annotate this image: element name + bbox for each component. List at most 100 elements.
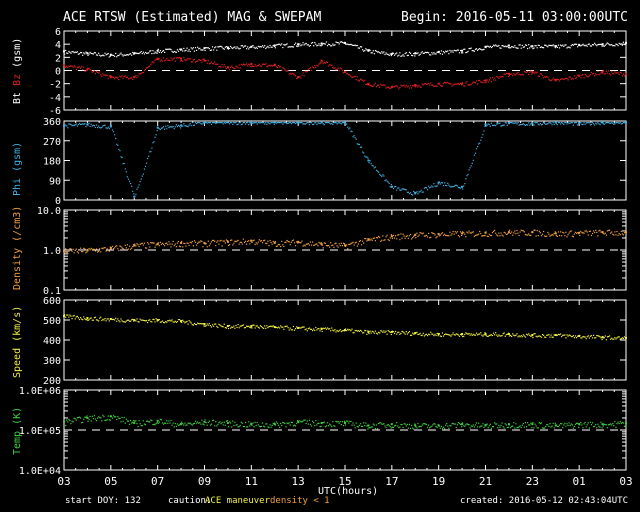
data-sample-temp [362, 425, 364, 428]
data-sample-density [337, 246, 339, 248]
data-sample-bt [137, 52, 139, 55]
data-sample-density [65, 248, 67, 250]
data-sample-temp [217, 423, 219, 426]
y-tick-label: 360 [43, 117, 61, 128]
data-sample-temp [82, 421, 84, 424]
data-sample-phi [79, 123, 82, 126]
data-sample-phi [451, 185, 453, 188]
data-sample-temp [422, 423, 424, 425]
data-sample-speed [172, 321, 174, 323]
data-sample-speed [230, 327, 232, 329]
data-sample-bt [385, 52, 387, 54]
data-sample-bt [247, 46, 249, 48]
data-sample-temp [110, 415, 113, 418]
data-sample-temp [356, 425, 358, 428]
data-sample-density [209, 243, 212, 245]
data-point-bt [625, 41, 627, 44]
y-tick-label: -6 [49, 106, 61, 117]
data-sample-density [433, 232, 435, 235]
data-sample-phi [475, 148, 478, 150]
data-sample-temp [518, 426, 520, 428]
data-sample-phi [243, 122, 246, 124]
data-sample-density [442, 234, 445, 236]
data-sample-bz [619, 71, 621, 73]
data-sample-density [514, 230, 516, 232]
data-sample-bz [290, 73, 292, 75]
data-sample-phi [584, 123, 586, 125]
data-sample-temp [293, 424, 296, 426]
data-sample-bt [206, 47, 208, 49]
data-sample-speed [506, 333, 508, 335]
data-sample-temp [124, 422, 126, 424]
data-sample-bt [548, 44, 550, 46]
data-sample-bz [422, 84, 424, 86]
data-sample-temp [108, 419, 110, 421]
data-sample-bt [167, 48, 169, 50]
data-sample-phi [194, 122, 197, 124]
data-sample-speed [507, 332, 510, 334]
data-sample-bz [519, 74, 521, 76]
data-sample-density [151, 242, 153, 244]
data-sample-phi [407, 191, 409, 193]
data-sample-speed [399, 333, 401, 335]
data-sample-density [156, 243, 158, 245]
data-sample-phi [104, 124, 106, 126]
data-sample-phi [219, 122, 221, 124]
data-sample-bt [331, 45, 333, 47]
data-sample-speed [595, 337, 597, 339]
panel-frame-speed [63, 299, 627, 381]
data-sample-phi [408, 193, 411, 195]
data-sample-speed [288, 329, 290, 331]
data-sample-speed [100, 316, 102, 318]
data-sample-phi [359, 146, 362, 148]
data-sample-phi [230, 122, 232, 124]
data-sample-phi [309, 122, 312, 124]
data-sample-bt [340, 41, 342, 43]
data-sample-bt [210, 49, 213, 51]
data-sample-phi [165, 125, 167, 127]
data-sample-speed [192, 324, 194, 326]
data-sample-bt [149, 50, 151, 52]
data-sample-phi [85, 125, 87, 128]
data-sample-phi [506, 124, 508, 126]
data-sample-temp [498, 424, 500, 427]
data-point-speed [86, 317, 89, 319]
data-sample-density [621, 233, 623, 235]
data-sample-temp [531, 427, 533, 429]
data-sample-bt [221, 46, 223, 48]
data-sample-bt [168, 48, 170, 50]
data-point-bz [180, 57, 183, 60]
data-sample-bz [253, 65, 255, 67]
data-sample-density [454, 231, 456, 233]
data-sample-phi [409, 192, 412, 194]
data-sample-speed [567, 335, 569, 337]
data-sample-phi [586, 122, 588, 124]
data-sample-temp [391, 426, 394, 428]
data-sample-bt [574, 43, 577, 45]
data-sample-bt [214, 47, 216, 49]
data-sample-phi [379, 173, 381, 175]
data-sample-bt [258, 46, 260, 48]
data-sample-temp [393, 425, 396, 427]
data-sample-bz [536, 71, 538, 73]
data-sample-bz [194, 61, 197, 63]
data-sample-speed [491, 334, 494, 337]
data-sample-temp [506, 426, 508, 429]
data-sample-bt [181, 48, 183, 50]
data-sample-density [549, 235, 551, 237]
data-sample-bz [483, 80, 485, 82]
data-point-density [250, 239, 253, 242]
data-sample-speed [232, 326, 234, 329]
data-sample-bz [150, 64, 152, 66]
data-sample-speed [571, 335, 573, 338]
data-sample-bz [386, 86, 388, 88]
data-sample-temp [552, 422, 554, 424]
data-sample-density [542, 230, 545, 233]
data-sample-phi [257, 122, 259, 124]
data-sample-temp [140, 425, 142, 427]
data-sample-bz [112, 76, 115, 79]
data-sample-phi [370, 163, 372, 165]
data-sample-speed [164, 322, 166, 324]
data-sample-bz [489, 77, 491, 79]
data-sample-speed [197, 322, 199, 324]
